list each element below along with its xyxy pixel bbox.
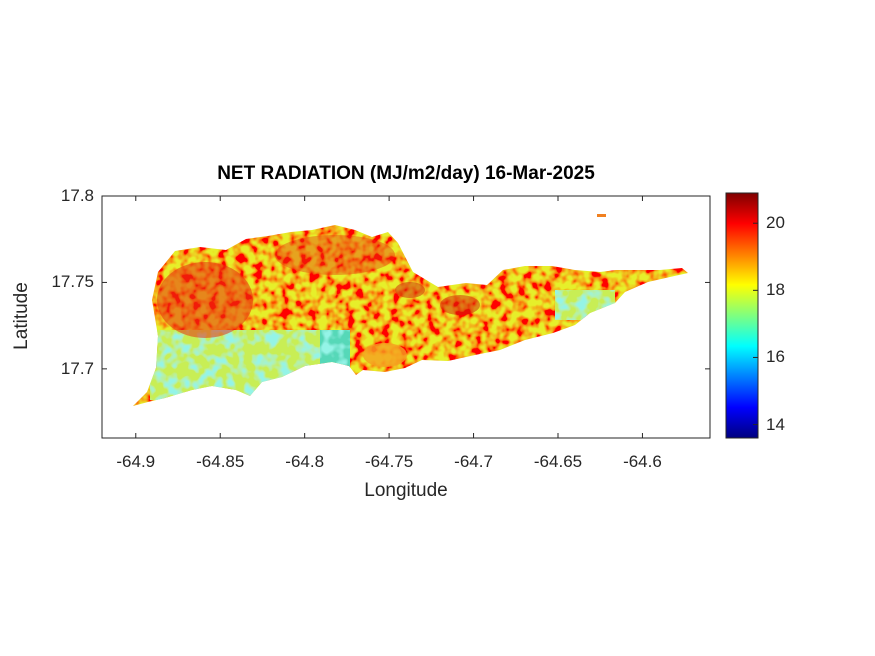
y-tick-label: 17.8 [60,186,94,205]
x-tick-label: -64.7 [454,452,493,471]
x-tick-label: -64.85 [196,452,245,471]
y-tick-label: 17.7 [60,358,94,378]
x-tick-label: -64.8 [285,452,325,471]
x-tick-label: -64.75 [365,452,414,471]
colorbar-tick-label: 20 [766,213,785,233]
x-tick-label: -64.9 [116,452,156,471]
colorbar-tick-label: 14 [766,414,785,434]
x-tick-label: -64.6 [623,452,662,471]
high-radiation-zone [395,282,425,298]
x-axis-ticks [135,196,643,438]
colorbar-ticks [753,222,758,426]
x-axis-label: Longitude [364,480,448,501]
y-axis-ticks [102,195,710,370]
colorbar-tick-label: 18 [766,280,785,300]
warm-zone [363,343,407,367]
y-tick-label: 17.75 [51,272,94,292]
high-radiation-zone [440,295,480,315]
x-tick-label: -64.65 [533,452,583,471]
colorbar-tick-label: 16 [766,347,785,367]
map-title: NET RADIATION (MJ/m2/day) 16-Mar-2025 [217,163,595,184]
colorbar [725,192,759,439]
high-radiation-zone [157,262,253,338]
high-radiation-zone [275,235,395,275]
islet [597,214,606,217]
y-axis-label: Latitude [11,282,32,350]
